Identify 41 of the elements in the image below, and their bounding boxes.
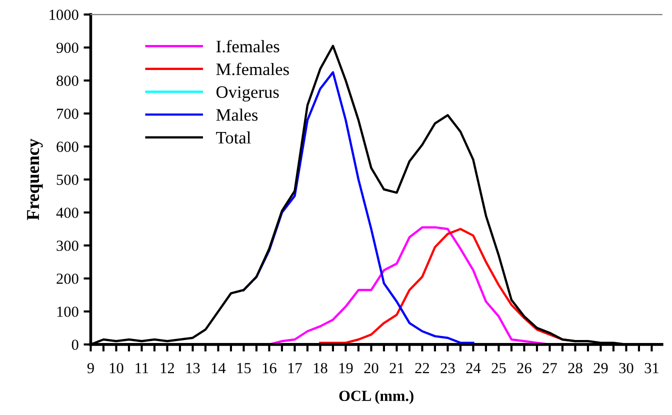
x-tick-label: 21 xyxy=(390,362,404,374)
legend-label: Males xyxy=(216,108,258,121)
x-tick-label: 16 xyxy=(262,362,276,374)
x-tick-label: 18 xyxy=(314,362,328,374)
x-axis-title: OCL (mm.) xyxy=(339,390,414,404)
y-tick-label: 400 xyxy=(56,208,78,218)
y-axis-title: Frequency xyxy=(27,138,43,220)
x-tick-label: 27 xyxy=(542,362,557,374)
legend-label: I.females xyxy=(216,40,280,52)
x-tick-label: 31 xyxy=(644,362,658,374)
legend-label: Ovigerus xyxy=(216,86,279,102)
y-tick-label: 800 xyxy=(56,76,78,86)
x-tick-label: 20 xyxy=(364,362,378,374)
y-tick-label: 700 xyxy=(57,108,78,119)
y-tick-label: 1000 xyxy=(50,10,78,20)
y-tick-label: 500 xyxy=(56,174,78,185)
x-tick-label: 24 xyxy=(466,362,481,374)
y-tick-label: 900 xyxy=(56,42,78,53)
x-tick-label: 12 xyxy=(160,362,174,374)
x-tick-label: 19 xyxy=(339,362,353,374)
y-tick-label: 0 xyxy=(72,340,78,350)
x-tick-label: 26 xyxy=(517,362,532,374)
x-tick-label: 29 xyxy=(594,362,608,374)
x-tick-label: 28 xyxy=(568,362,582,374)
y-tick-label: 100 xyxy=(57,306,78,317)
legend-label: M.females xyxy=(216,62,289,76)
y-tick-label: 600 xyxy=(56,142,78,152)
x-tick-label: 10 xyxy=(110,362,124,374)
y-tick-label: 200 xyxy=(56,274,78,284)
y-tick-label: 300 xyxy=(56,240,78,251)
x-tick-label: 17 xyxy=(288,363,302,374)
x-tick-label: 9 xyxy=(87,362,94,374)
x-tick-label: 14 xyxy=(212,363,226,374)
x-tick-label: 22 xyxy=(415,362,430,374)
x-tick-label: 15 xyxy=(237,363,251,374)
x-tick-label: 13 xyxy=(186,362,200,374)
x-tick-label: 30 xyxy=(619,362,634,374)
x-tick-label: 23 xyxy=(440,362,455,374)
x-tick-label: 25 xyxy=(492,362,506,374)
legend-label: Total xyxy=(216,131,251,144)
x-tick-label: 11 xyxy=(136,363,148,374)
